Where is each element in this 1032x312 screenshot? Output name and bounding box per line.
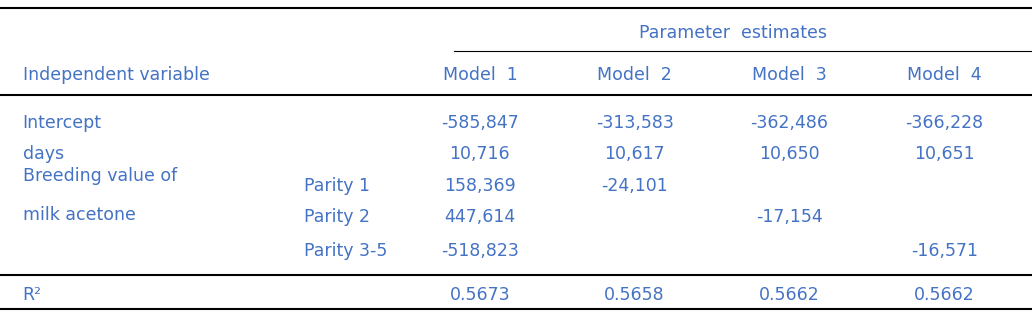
Text: Independent variable: Independent variable <box>23 66 209 84</box>
Text: days: days <box>23 145 64 163</box>
Text: 0.5673: 0.5673 <box>450 286 510 304</box>
Text: Parity 1: Parity 1 <box>304 177 370 195</box>
Text: 10,617: 10,617 <box>605 145 665 163</box>
Text: Breeding value of: Breeding value of <box>23 167 176 185</box>
Text: Model  4: Model 4 <box>907 66 981 84</box>
Text: -518,823: -518,823 <box>441 242 519 260</box>
Text: Model  2: Model 2 <box>598 66 672 84</box>
Text: milk acetone: milk acetone <box>23 206 135 224</box>
Text: -362,486: -362,486 <box>750 114 829 132</box>
Text: Intercept: Intercept <box>23 114 102 132</box>
Text: 158,369: 158,369 <box>444 177 516 195</box>
Text: Parity 3-5: Parity 3-5 <box>304 242 388 260</box>
Text: 10,650: 10,650 <box>760 145 819 163</box>
Text: 0.5662: 0.5662 <box>914 286 974 304</box>
Text: R²: R² <box>23 286 41 304</box>
Text: -16,571: -16,571 <box>911 242 977 260</box>
Text: -313,583: -313,583 <box>595 114 674 132</box>
Text: 10,716: 10,716 <box>450 145 510 163</box>
Text: 447,614: 447,614 <box>444 208 516 226</box>
Text: Parameter  estimates: Parameter estimates <box>639 24 827 42</box>
Text: -17,154: -17,154 <box>756 208 823 226</box>
Text: Parity 2: Parity 2 <box>304 208 370 226</box>
Text: -366,228: -366,228 <box>905 114 983 132</box>
Text: Model  3: Model 3 <box>752 66 827 84</box>
Text: 10,651: 10,651 <box>914 145 974 163</box>
Text: -585,847: -585,847 <box>441 114 519 132</box>
Text: -24,101: -24,101 <box>602 177 668 195</box>
Text: 0.5658: 0.5658 <box>605 286 665 304</box>
Text: 0.5662: 0.5662 <box>760 286 819 304</box>
Text: Model  1: Model 1 <box>443 66 517 84</box>
